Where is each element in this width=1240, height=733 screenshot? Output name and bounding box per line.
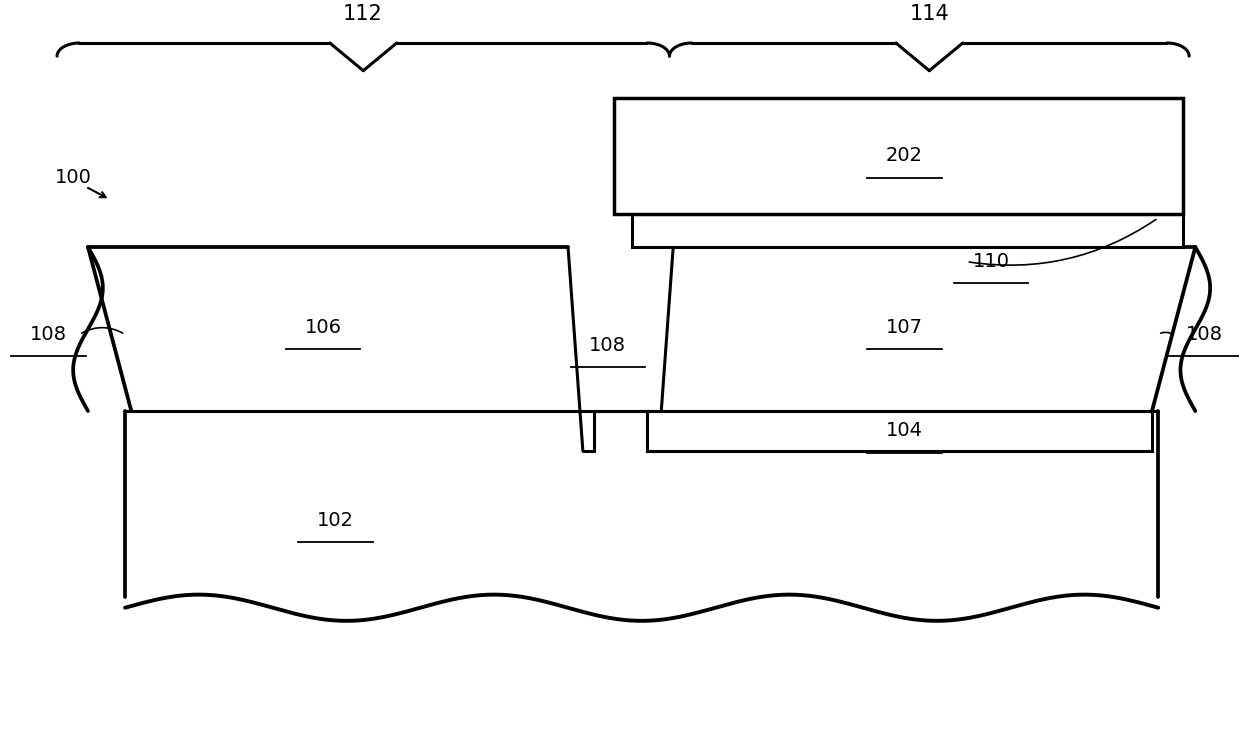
Polygon shape — [632, 214, 1183, 247]
Text: 112: 112 — [342, 4, 382, 24]
Text: 108: 108 — [1185, 325, 1223, 344]
Text: 114: 114 — [909, 4, 949, 24]
Text: 202: 202 — [887, 147, 923, 166]
Polygon shape — [614, 97, 1183, 214]
Text: 110: 110 — [972, 252, 1009, 271]
Text: 104: 104 — [887, 421, 923, 440]
Text: 102: 102 — [317, 511, 353, 530]
Polygon shape — [647, 411, 1152, 451]
Text: 108: 108 — [30, 325, 67, 344]
Text: 108: 108 — [589, 336, 626, 355]
Text: 100: 100 — [55, 169, 92, 188]
Text: 107: 107 — [887, 317, 923, 336]
Text: 106: 106 — [305, 317, 341, 336]
